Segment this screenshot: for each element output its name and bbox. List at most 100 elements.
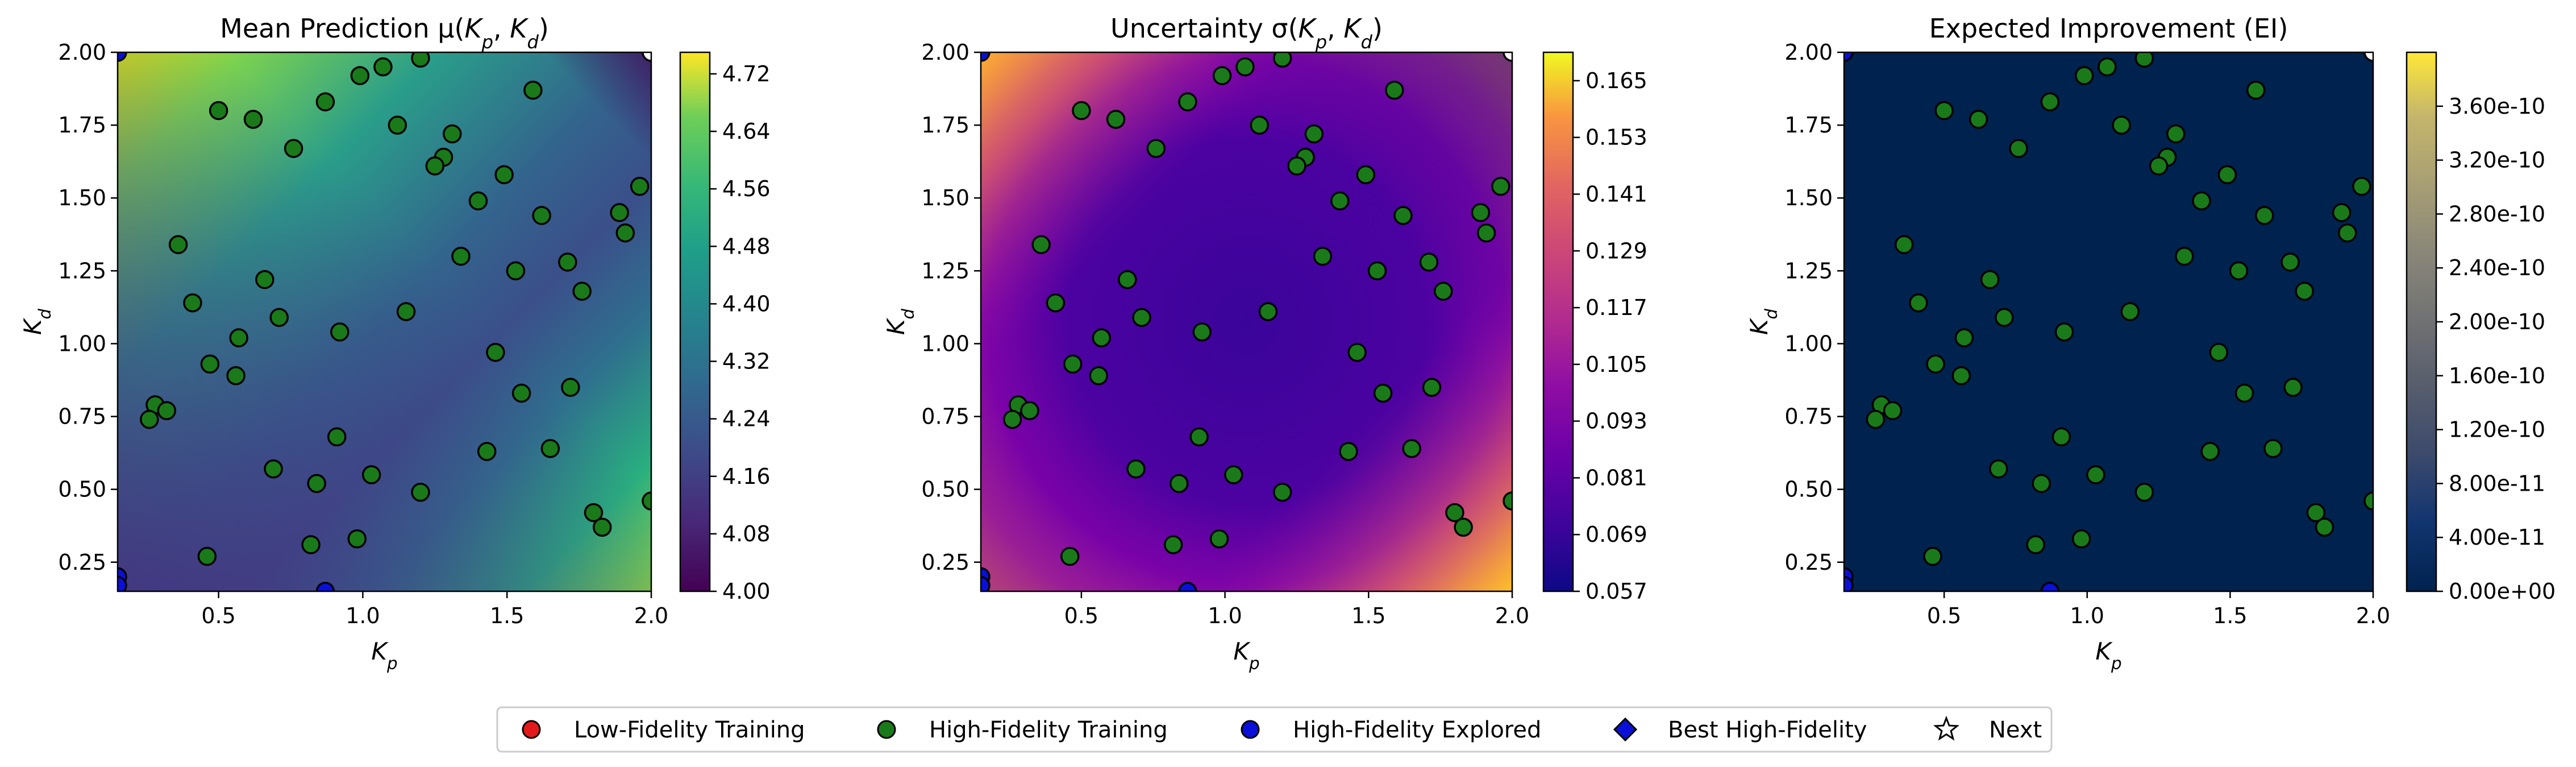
training-point bbox=[1989, 459, 2008, 479]
training-point bbox=[2217, 165, 2237, 184]
colorbar-tick-label: 0.153 bbox=[1585, 125, 1647, 150]
training-point bbox=[494, 165, 514, 184]
training-point bbox=[2263, 439, 2283, 458]
training-point bbox=[2337, 223, 2357, 243]
legend-box bbox=[496, 706, 2053, 753]
explored-point bbox=[1178, 582, 1197, 591]
x-tick-label: 2.0 bbox=[2356, 603, 2390, 628]
training-point bbox=[157, 401, 177, 421]
training-point bbox=[610, 203, 629, 222]
colorbar-tick-label: 4.16 bbox=[722, 464, 771, 489]
training-point bbox=[1169, 474, 1189, 494]
scatter-points bbox=[118, 52, 651, 591]
colorbar-tick-label: 4.56 bbox=[722, 176, 771, 201]
training-point bbox=[1089, 366, 1108, 385]
training-point bbox=[1212, 66, 1232, 85]
training-point bbox=[1163, 535, 1183, 554]
training-point bbox=[2255, 206, 2274, 225]
training-point bbox=[1347, 343, 1367, 362]
training-point bbox=[2234, 383, 2254, 403]
colorbar-tick-label: 4.00e-11 bbox=[2449, 525, 2545, 550]
y-tick-label: 1.25 bbox=[58, 258, 106, 283]
y-tick-label: 0.25 bbox=[1784, 550, 1833, 575]
x-tick-label: 1.5 bbox=[2213, 603, 2247, 628]
y-tick-label: 1.00 bbox=[921, 331, 969, 356]
y-tick-label: 0.50 bbox=[1784, 477, 1833, 502]
training-point bbox=[1894, 235, 1914, 254]
colorbar-tick-label: 4.48 bbox=[722, 234, 771, 259]
x-tick-label: 0.5 bbox=[201, 603, 235, 628]
y-tick-label: 1.75 bbox=[58, 113, 106, 138]
training-point bbox=[2026, 535, 2045, 554]
x-axis-label: Kp bbox=[1233, 637, 1259, 673]
chart-title: Uncertainty σ(Kp, Kd) bbox=[1110, 13, 1383, 53]
training-point bbox=[2149, 156, 2169, 176]
training-point bbox=[1491, 176, 1510, 196]
training-point bbox=[243, 110, 263, 129]
training-point bbox=[2040, 92, 2060, 111]
training-point bbox=[523, 80, 543, 100]
training-point bbox=[1209, 529, 1229, 549]
training-point bbox=[1192, 322, 1212, 342]
panel-2: 0.5 1.0 1.5 2.0 0.25 0.50 0.75 1.00 1.25 1.50 1.75… bbox=[882, 13, 1647, 673]
training-point bbox=[477, 442, 497, 461]
y-axis-label: Kd bbox=[19, 309, 55, 335]
training-point bbox=[2112, 115, 2131, 135]
y-tick-label: 0.25 bbox=[921, 550, 969, 575]
x-tick-label: 2.0 bbox=[1495, 603, 1529, 628]
training-point bbox=[584, 503, 604, 523]
colorbar-tick-label: 4.24 bbox=[722, 407, 771, 432]
training-point bbox=[532, 206, 551, 225]
legend-label: High-Fidelity Explored bbox=[1293, 717, 1541, 743]
colorbar-tick-label: 4.32 bbox=[722, 349, 771, 374]
training-point bbox=[1250, 115, 1269, 135]
training-point bbox=[2086, 465, 2105, 484]
training-point bbox=[1433, 281, 1453, 301]
training-point bbox=[1118, 270, 1137, 289]
training-point bbox=[1980, 270, 2000, 289]
training-point bbox=[1224, 465, 1243, 484]
explored-point bbox=[1844, 52, 1854, 62]
y-tick-label: 1.50 bbox=[58, 185, 106, 210]
colorbar: 4.00 4.08 4.16 4.24 4.32 4.40 4.48 4.56 4.64 4.72 bbox=[679, 51, 771, 604]
y-tick-label: 2.00 bbox=[1784, 40, 1833, 65]
plot-frame bbox=[980, 51, 1513, 592]
colorbar-tick-label: 0.00e+00 bbox=[2449, 579, 2556, 604]
plot-frame bbox=[1843, 51, 2374, 592]
x-tick-label: 0.5 bbox=[1064, 603, 1098, 628]
colorbar-tick-label: 3.20e-10 bbox=[2449, 148, 2545, 173]
training-point bbox=[396, 302, 416, 321]
training-point bbox=[2051, 427, 2071, 447]
training-point bbox=[2280, 252, 2300, 272]
training-point bbox=[361, 465, 381, 484]
training-point bbox=[1178, 92, 1197, 111]
legend: Low-Fidelity Training High-Fidelity Train… bbox=[496, 706, 2053, 753]
training-point bbox=[1272, 483, 1292, 502]
heatmap-field bbox=[1844, 52, 2373, 591]
x-tick-label: 1.5 bbox=[490, 603, 524, 628]
explored-point bbox=[315, 582, 335, 591]
training-point bbox=[307, 474, 326, 494]
training-point bbox=[2074, 66, 2094, 85]
x-tick-label: 1.0 bbox=[2070, 603, 2104, 628]
training-point bbox=[1060, 546, 1080, 566]
training-point bbox=[1046, 293, 1066, 313]
training-point bbox=[425, 156, 445, 176]
training-point bbox=[2098, 57, 2117, 77]
training-point bbox=[1132, 308, 1151, 327]
training-point bbox=[1356, 165, 1375, 184]
training-point bbox=[1304, 124, 1324, 144]
legend-label: High-Fidelity Training bbox=[929, 717, 1168, 743]
colorbar-tick-label: 2.80e-10 bbox=[2449, 201, 2545, 226]
training-point bbox=[1092, 328, 1112, 347]
training-point bbox=[1002, 409, 1022, 429]
training-point bbox=[2200, 442, 2220, 461]
x-tick-label: 2.0 bbox=[634, 603, 668, 628]
x-axis-label: Kp bbox=[2095, 637, 2121, 673]
training-point bbox=[2229, 261, 2249, 281]
training-point bbox=[1926, 354, 1945, 374]
colorbar-tick-label: 4.72 bbox=[722, 61, 771, 86]
training-point bbox=[615, 223, 635, 243]
training-point bbox=[2134, 52, 2154, 68]
